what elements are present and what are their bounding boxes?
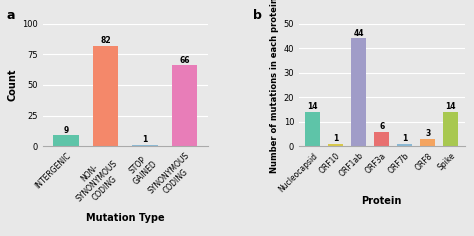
Bar: [172, 65, 197, 146]
Bar: [54, 135, 79, 146]
Text: a: a: [6, 9, 15, 22]
Text: 14: 14: [308, 102, 318, 111]
Text: 82: 82: [100, 36, 111, 45]
Bar: [351, 38, 366, 146]
Text: 66: 66: [179, 56, 190, 65]
Bar: [397, 144, 412, 146]
Text: 44: 44: [354, 29, 364, 38]
Text: 1: 1: [143, 135, 148, 144]
Y-axis label: Count: Count: [8, 69, 18, 101]
Bar: [328, 144, 343, 146]
X-axis label: Mutation Type: Mutation Type: [86, 213, 164, 223]
Text: 9: 9: [64, 126, 69, 135]
X-axis label: Protein: Protein: [362, 197, 402, 206]
Text: 3: 3: [425, 129, 430, 138]
Bar: [420, 139, 435, 146]
Bar: [305, 112, 320, 146]
Text: 6: 6: [379, 122, 384, 131]
Text: b: b: [253, 9, 262, 22]
Bar: [443, 112, 458, 146]
Text: 14: 14: [446, 102, 456, 111]
Text: 1: 1: [333, 134, 338, 143]
Text: 1: 1: [402, 134, 408, 143]
Y-axis label: Number of mutations in each protein: Number of mutations in each protein: [271, 0, 280, 173]
Bar: [132, 145, 158, 146]
Bar: [93, 46, 118, 146]
Bar: [374, 132, 389, 146]
